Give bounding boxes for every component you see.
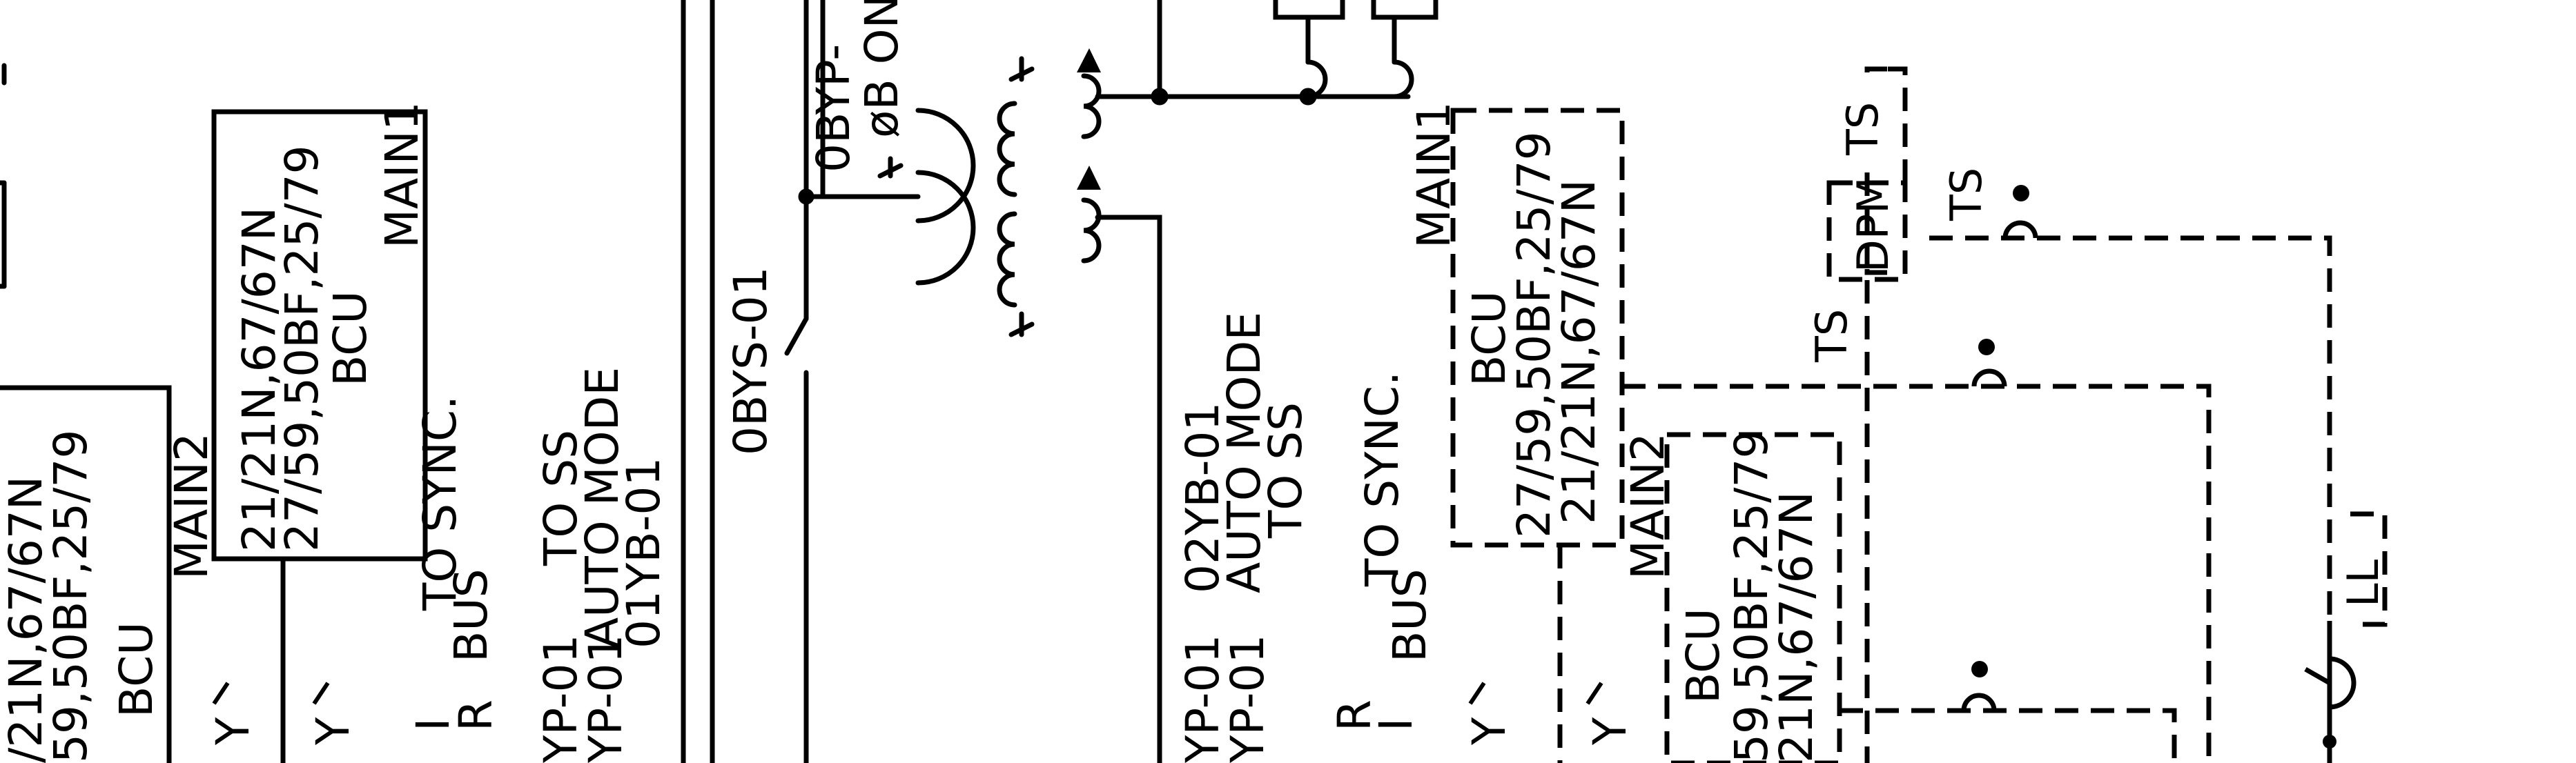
polarity-markers xyxy=(1077,48,1101,190)
obyp-label: 0BYP- xyxy=(807,44,860,172)
right-signal-text: YP-01 YP-01 02YB-01 AUTO MODE TO SS R I … xyxy=(1176,312,1637,763)
left-y2: Y xyxy=(306,717,360,746)
obys-label: 0BYS-01 xyxy=(724,266,777,455)
left-sync-r: R xyxy=(449,700,502,731)
left-main1-label: MAIN1 xyxy=(375,101,429,248)
left-yp1: YP-01 xyxy=(534,635,587,763)
right-to-ss: TO SS xyxy=(1259,402,1312,539)
right-main1-label: MAIN1 xyxy=(1407,101,1461,248)
left-main2-label: MAIN2 xyxy=(165,433,218,579)
phase-label: øB ON xyxy=(855,0,908,138)
center-text: 0BYS-01 0BYP- øB ON xyxy=(724,0,908,455)
right-y2: Y xyxy=(1583,717,1637,746)
left-y1: Y xyxy=(206,717,260,746)
right-main2-line3: 21N,67/67N xyxy=(1770,491,1823,763)
right-bus: BUS xyxy=(1383,569,1436,662)
right-yb-label: 02YB-01 xyxy=(1176,402,1229,593)
right-auto-mode: AUTO MODE xyxy=(1218,312,1271,593)
ts-left-label: TS xyxy=(1806,309,1857,363)
left-yp2: YP-01 xyxy=(579,635,632,763)
left-main2-line1: /21N,67/67N xyxy=(0,476,52,763)
right-dots xyxy=(1971,185,2336,749)
right-main1-line1: BCU xyxy=(1463,290,1516,386)
left-to-sync: TO SYNC. xyxy=(413,395,467,611)
dpm-label: DPM xyxy=(1848,177,1898,272)
dashed-blocks xyxy=(1450,66,2388,763)
left-main1-line3: BCU xyxy=(324,290,377,386)
right-main2-line1: BCU xyxy=(1677,608,1730,704)
right-to-sync: TO SYNC. xyxy=(1356,371,1409,587)
left-yb-label: 01YB-01 xyxy=(617,457,670,648)
right-main2-label: MAIN2 xyxy=(1621,433,1675,579)
right-yp2: YP-01 xyxy=(1221,635,1274,763)
left-main1-line2: 27/59,50BF,25/79 xyxy=(275,145,329,552)
right-sync-i: I xyxy=(1369,718,1423,731)
left-main2-line2: 59,50BF,25/79 xyxy=(44,430,97,763)
right-yp1: YP-01 xyxy=(1176,635,1229,763)
left-to-ss: TO SS xyxy=(534,430,587,566)
left-bus: BUS xyxy=(445,569,498,662)
left-main2-line3: BCU xyxy=(110,622,163,717)
left-auto-mode: AUTO MODE xyxy=(576,367,629,648)
right-main1-line3: 21/21N,67/67N xyxy=(1552,179,1606,524)
right-y1: Y xyxy=(1463,717,1516,746)
ts-top-label: TS xyxy=(1837,102,1888,156)
ll-label: LL xyxy=(2338,559,2388,607)
right-details xyxy=(1961,220,2357,763)
left-sync-i: I xyxy=(407,718,460,731)
ts-right-label: TS xyxy=(1941,168,1991,221)
signal-flags xyxy=(212,682,1603,705)
right-sync-r: R xyxy=(1328,700,1381,731)
right-main2-line2: 59,50BF,25/79 xyxy=(1725,430,1778,763)
right-relay-text: MAIN1 BCU 27/59,50BF,25/79 21/21N,67/67N… xyxy=(1407,101,1823,763)
right-main1-line2: 27/59,50BF,25/79 xyxy=(1507,131,1561,538)
left-main1-line1: 21/21N,67/67N xyxy=(233,207,286,552)
far-right-text: DPM TS TS TS LL xyxy=(1806,102,2388,607)
left-relay-text: MAIN1 21/21N,67/67N 27/59,50BF,25/79 BCU… xyxy=(0,101,670,763)
diagram-lines xyxy=(0,0,1438,763)
